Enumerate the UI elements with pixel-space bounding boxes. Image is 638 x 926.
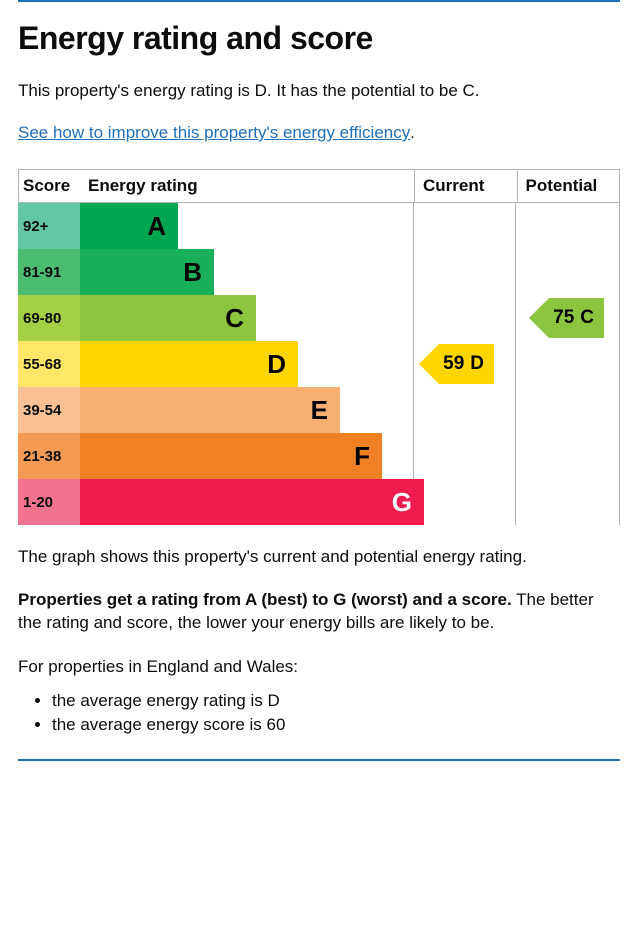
link-text: See how to improve this property's energ… [18, 123, 410, 142]
list-item: the average energy score is 60 [52, 715, 620, 735]
tag-letter: C [580, 307, 594, 329]
header-current: Current [414, 169, 517, 203]
current-tag: 59 D [439, 344, 494, 384]
header-rating: Energy rating [80, 169, 414, 203]
potential-tag: 75 C [549, 298, 604, 338]
band-row: 39-54E [18, 387, 620, 433]
tag-score: 75 [553, 307, 574, 329]
band-row: 55-68D [18, 341, 620, 387]
band-score: 21-38 [18, 433, 80, 479]
band-score: 39-54 [18, 387, 80, 433]
band-row: 81-91B [18, 249, 620, 295]
band-bar: E [80, 387, 340, 433]
chart-header: Score Energy rating Current Potential [18, 169, 620, 203]
header-score: Score [18, 169, 80, 203]
band-score: 81-91 [18, 249, 80, 295]
band-score: 55-68 [18, 341, 80, 387]
band-row: 92+A [18, 203, 620, 249]
explain-bold: Properties get a rating from A (best) to… [18, 590, 512, 609]
band-score: 1-20 [18, 479, 80, 525]
intro-text: This property's energy rating is D. It h… [18, 81, 620, 101]
chart-rows: 92+A81-91B69-80C55-68D39-54E21-38F1-20G5… [18, 203, 620, 525]
band-bar: G [80, 479, 424, 525]
explain-text: Properties get a rating from A (best) to… [18, 589, 620, 635]
arrow-left-icon [529, 298, 549, 338]
band-score: 92+ [18, 203, 80, 249]
band-bar: D [80, 341, 298, 387]
band-bar: C [80, 295, 256, 341]
band-bar: F [80, 433, 382, 479]
tag-score: 59 [443, 353, 464, 375]
chart-caption: The graph shows this property's current … [18, 547, 620, 567]
header-potential: Potential [517, 169, 621, 203]
tag-letter: D [470, 353, 484, 375]
band-score: 69-80 [18, 295, 80, 341]
band-row: 1-20G [18, 479, 620, 525]
band-row: 21-38F [18, 433, 620, 479]
page-title: Energy rating and score [18, 20, 620, 57]
energy-chart: Score Energy rating Current Potential 92… [18, 169, 620, 525]
region-text: For properties in England and Wales: [18, 657, 620, 677]
band-bar: A [80, 203, 178, 249]
band-bar: B [80, 249, 214, 295]
arrow-left-icon [419, 344, 439, 384]
list-item: the average energy rating is D [52, 691, 620, 711]
averages-list: the average energy rating is D the averag… [18, 691, 620, 735]
improve-efficiency-link[interactable]: See how to improve this property's energ… [18, 123, 410, 142]
